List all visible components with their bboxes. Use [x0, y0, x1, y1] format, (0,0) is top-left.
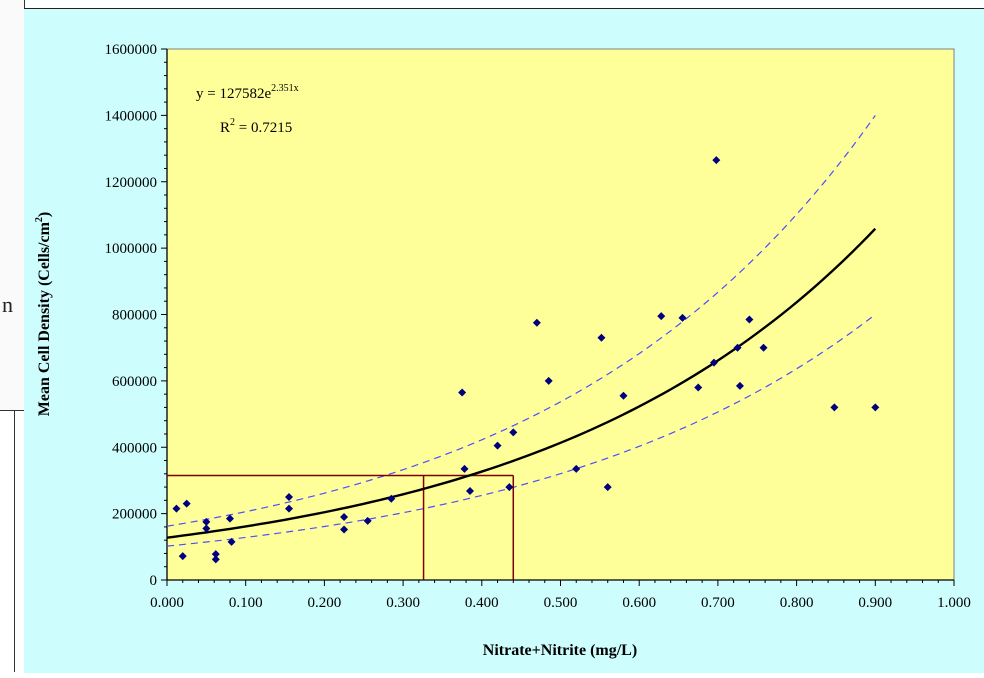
- data-point: [505, 483, 514, 492]
- x-tick-label: 0.700: [701, 595, 735, 611]
- r2-superscript: 2: [230, 117, 235, 128]
- y-axis-label: Mean Cell Density (Cells/cm2): [34, 212, 53, 417]
- x-tick-label: 1.000: [937, 595, 971, 611]
- r2-letter: R: [220, 120, 230, 136]
- x-tick-label: 0.800: [780, 595, 814, 611]
- data-point: [178, 552, 187, 561]
- upper-band-line: [166, 115, 876, 527]
- data-point: [733, 343, 742, 352]
- adjacent-panel-border: [14, 410, 25, 672]
- y-tick-label: 200000: [112, 507, 157, 523]
- x-tick-label: 0.100: [229, 595, 263, 611]
- data-point: [284, 504, 293, 513]
- x-tick-label: 0.600: [622, 595, 656, 611]
- data-point: [458, 388, 467, 397]
- confidence-bands: [166, 115, 876, 547]
- data-point: [712, 156, 721, 165]
- equation-exponent: 2.351x: [271, 83, 299, 94]
- scatter-chart: 0 200000 400000 600000 800000 1000000 1200000 1…: [34, 42, 971, 659]
- data-point: [340, 525, 349, 534]
- data-point: [387, 494, 396, 503]
- adjacent-panel-fragment: n: [0, 0, 25, 411]
- lower-band-line: [166, 314, 876, 547]
- data-points: [172, 156, 880, 564]
- data-point: [759, 343, 768, 352]
- axis-ticks: [161, 48, 955, 586]
- data-point: [532, 318, 541, 327]
- data-point: [544, 376, 553, 385]
- data-point: [745, 315, 754, 324]
- data-point: [493, 441, 502, 450]
- equation-main: y = 127582e: [196, 86, 271, 102]
- y-tick-label: 1400000: [105, 108, 158, 124]
- data-point: [202, 517, 211, 526]
- x-tick-label: 0.300: [386, 595, 420, 611]
- x-tick-label: 0.400: [465, 595, 499, 611]
- data-point: [871, 403, 880, 412]
- y-tick-label: 1600000: [105, 42, 158, 58]
- y-axis-label-main: Mean Cell Density (Cells/cm: [36, 221, 53, 416]
- plot-area: [166, 48, 955, 581]
- data-point: [694, 383, 703, 392]
- top-margin: [24, 0, 984, 8]
- tick-labels: 0 200000 400000 600000 800000 1000000 1200000 1…: [105, 42, 971, 611]
- x-tick-label: 0.900: [858, 595, 892, 611]
- r-squared-label: R2 = 0.7215: [220, 117, 292, 136]
- r2-value: = 0.7215: [235, 120, 292, 136]
- data-point: [172, 504, 181, 513]
- x-tick-label: 0.200: [308, 595, 342, 611]
- x-axis-label: Nitrate+Nitrite (mg/L): [483, 642, 637, 659]
- fit-curve-line: [166, 227, 877, 539]
- data-point: [709, 358, 718, 367]
- cropped-letter: n: [2, 292, 13, 317]
- equation-label: y = 127582e2.351x: [196, 83, 299, 102]
- data-point: [735, 381, 744, 390]
- data-point: [182, 499, 191, 508]
- data-point: [340, 512, 349, 521]
- data-point: [678, 313, 687, 322]
- x-tick-label: 0.500: [544, 595, 578, 611]
- data-point: [225, 514, 234, 523]
- data-point: [657, 312, 666, 321]
- y-tick-label: 0: [150, 573, 158, 589]
- data-point: [509, 428, 518, 437]
- data-point: [211, 550, 220, 559]
- y-axis-label-tail: ): [36, 212, 53, 217]
- data-point: [211, 555, 220, 564]
- data-point: [465, 487, 474, 496]
- data-point: [284, 493, 293, 502]
- data-point: [830, 403, 839, 412]
- y-tick-label: 1000000: [105, 241, 158, 257]
- y-tick-label: 400000: [112, 440, 157, 456]
- data-point: [619, 391, 628, 400]
- data-point: [603, 483, 612, 492]
- y-tick-label: 600000: [112, 374, 157, 390]
- data-point: [460, 464, 469, 473]
- x-tick-label: 0.000: [150, 595, 184, 611]
- y-axis-label-sup: 2: [34, 217, 45, 222]
- data-point: [202, 524, 211, 533]
- data-point: [227, 537, 236, 546]
- y-tick-label: 800000: [112, 308, 157, 324]
- y-tick-label: 1200000: [105, 175, 158, 191]
- chart-panel: 0 200000 400000 600000 800000 1000000 1200000 1…: [24, 8, 984, 673]
- data-point: [572, 464, 581, 473]
- fit-curve: [166, 227, 877, 539]
- data-point: [363, 516, 372, 525]
- reference-lines: [167, 474, 515, 580]
- data-point: [597, 333, 606, 342]
